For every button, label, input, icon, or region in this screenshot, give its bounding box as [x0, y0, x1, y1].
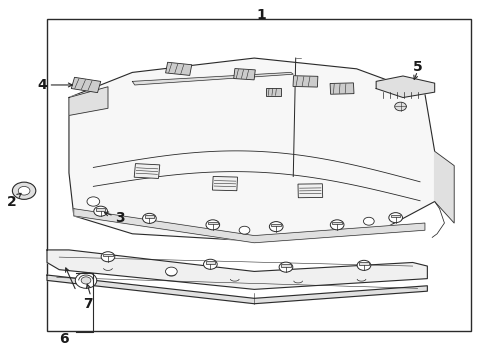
Circle shape — [205, 220, 219, 230]
Circle shape — [269, 222, 283, 231]
Circle shape — [239, 226, 249, 234]
Circle shape — [12, 182, 36, 199]
Polygon shape — [47, 250, 427, 289]
Circle shape — [279, 262, 292, 272]
Bar — [144, 215, 154, 218]
Text: 1: 1 — [256, 8, 266, 22]
Text: 6: 6 — [59, 332, 69, 346]
Bar — [165, 62, 191, 75]
Bar — [207, 222, 217, 224]
Text: 3: 3 — [115, 211, 125, 225]
Bar — [297, 184, 322, 198]
Polygon shape — [69, 87, 108, 116]
Bar — [71, 77, 101, 93]
Text: 4: 4 — [37, 78, 47, 92]
Bar — [281, 264, 290, 267]
Text: 5: 5 — [412, 60, 422, 74]
Circle shape — [363, 217, 373, 225]
Circle shape — [142, 213, 156, 224]
Polygon shape — [47, 275, 427, 304]
Bar — [271, 224, 281, 226]
Bar — [359, 262, 368, 265]
Bar — [266, 88, 281, 96]
Circle shape — [18, 186, 30, 195]
Bar — [292, 76, 317, 87]
Circle shape — [388, 213, 402, 223]
Bar — [329, 83, 353, 94]
Polygon shape — [434, 151, 453, 223]
Bar — [134, 163, 160, 179]
Bar — [332, 222, 341, 224]
Circle shape — [203, 259, 217, 269]
Circle shape — [75, 273, 97, 288]
Circle shape — [101, 252, 115, 262]
Polygon shape — [69, 58, 434, 241]
Bar — [96, 208, 105, 211]
Bar — [47, 19, 470, 330]
Polygon shape — [375, 76, 434, 98]
Circle shape — [87, 197, 100, 206]
Bar — [212, 176, 237, 191]
Text: 2: 2 — [6, 194, 16, 208]
Circle shape — [81, 277, 91, 284]
Bar — [103, 254, 113, 256]
Circle shape — [394, 102, 406, 111]
Circle shape — [330, 220, 343, 230]
Polygon shape — [132, 72, 293, 85]
Polygon shape — [74, 209, 424, 243]
Bar — [205, 261, 215, 264]
Text: 7: 7 — [82, 297, 92, 311]
Circle shape — [94, 206, 107, 216]
Circle shape — [356, 260, 370, 270]
Circle shape — [165, 267, 177, 276]
Bar — [233, 68, 255, 80]
Bar — [390, 215, 400, 217]
